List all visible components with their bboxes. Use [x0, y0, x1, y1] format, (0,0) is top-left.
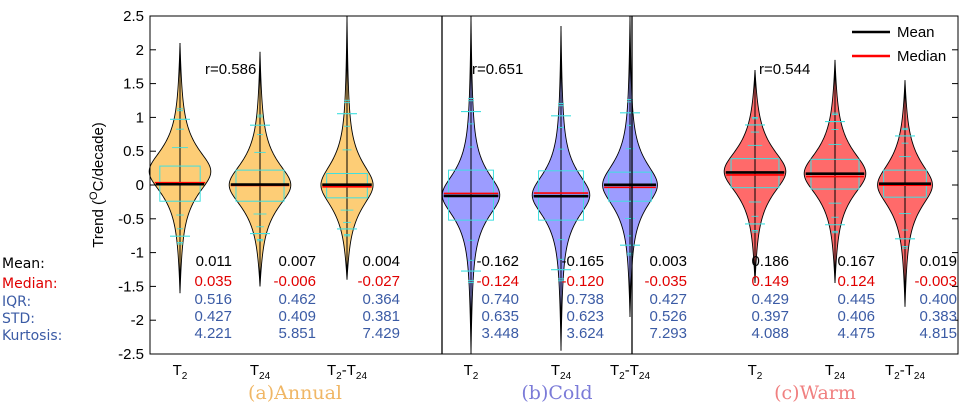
y-tick-label: -2.5	[118, 346, 144, 363]
panel-title: (b)Cold	[521, 382, 592, 404]
x-tick-label: T2	[173, 362, 188, 382]
panel-title: (a)Annual	[248, 382, 342, 404]
y-tick-label: 1	[136, 109, 144, 126]
violin-3-3	[877, 80, 933, 307]
violin-2-3	[602, 15, 658, 317]
y-tick-label: -1.5	[118, 278, 144, 295]
stat-std: 0.526	[649, 308, 687, 325]
y-axis: -2.5 -2 -1.5 -1 -0.5 0 0.5 1 1.5 2 2.5	[118, 8, 958, 363]
violin-1-3	[320, 15, 374, 280]
stat-mean: 0.007	[278, 253, 316, 270]
stat-iqr: 0.462	[278, 291, 316, 308]
stat-kurtosis: 4.221	[194, 325, 232, 342]
legend-label: Median	[897, 48, 946, 65]
stat-std: 0.406	[837, 308, 875, 325]
panel-title: (c)Warm	[774, 382, 856, 404]
stat-mean: -0.165	[561, 253, 604, 270]
violin-3-2	[803, 59, 867, 284]
x-tick-label: T2	[748, 362, 763, 382]
stats-layer: 0.0110.0350.5160.4274.2210.007-0.0060.46…	[194, 253, 957, 342]
stat-iqr: 0.445	[837, 291, 875, 308]
stat-iqr: 0.429	[751, 291, 789, 308]
stat-mean: 0.011	[196, 253, 232, 270]
stat-mean: 0.019	[919, 253, 957, 270]
stat-median: -0.124	[476, 273, 519, 290]
stat-kurtosis: 5.851	[278, 325, 316, 342]
stat-mean: 0.004	[362, 253, 400, 270]
stat-iqr: 0.516	[194, 291, 232, 308]
stat-kurtosis: 4.815	[919, 325, 957, 342]
stat-std: 0.427	[194, 308, 232, 325]
y-tick-label: 2.5	[123, 8, 144, 25]
stat-std: 0.381	[362, 308, 400, 325]
stat-median: 0.124	[837, 273, 875, 290]
stat-iqr: 0.738	[566, 291, 604, 308]
violin-1-1	[148, 43, 212, 294]
y-axis-label: Trend (OC/decade)	[88, 122, 107, 248]
stat-row-labels: Mean: Median: IQR:STD:Kurtosis:	[2, 256, 62, 344]
stat-kurtosis: 3.448	[481, 325, 519, 342]
stat-std: 0.397	[751, 308, 789, 325]
stat-mean: 0.186	[751, 253, 789, 270]
correlation-label: r=0.544	[759, 61, 810, 78]
row-label-mean: Mean:	[2, 256, 45, 272]
stat-median: -0.006	[273, 273, 316, 290]
y-tick-label: 1.5	[123, 76, 144, 93]
y-tick-label: 0	[136, 177, 144, 194]
violin-2-2	[531, 26, 591, 351]
correlation-label: r=0.651	[472, 61, 523, 78]
violin-3-1	[723, 70, 787, 284]
y-tick-label: 0.5	[123, 143, 144, 160]
x-tick-label: T2-T24	[610, 362, 650, 382]
x-tick-label: T2-T24	[327, 362, 367, 382]
x-tick-label: T24	[250, 362, 271, 382]
stat-mean: 0.003	[649, 253, 687, 270]
y-tick-label: 2	[136, 42, 144, 59]
x-tick-label: T24	[825, 362, 846, 382]
stat-std: 0.409	[278, 308, 316, 325]
stat-kurtosis: 3.624	[566, 325, 604, 342]
y-tick-label: -1	[131, 245, 144, 262]
panel-titles: (a)Annual (b)Cold (c)Warm	[248, 382, 856, 404]
stat-iqr: 0.400	[919, 291, 957, 308]
stat-kurtosis: 4.475	[837, 325, 875, 342]
stat-median: 0.149	[751, 273, 789, 290]
row-label-iqr: IQR:	[2, 294, 31, 310]
y-tick-label: -0.5	[118, 211, 144, 228]
stat-std: 0.635	[481, 308, 519, 325]
stat-mean: -0.162	[476, 253, 519, 270]
stat-median: -0.035	[644, 273, 687, 290]
stat-median: -0.003	[914, 273, 957, 290]
legend-label: Mean	[897, 24, 935, 41]
violin-1-2	[228, 51, 292, 287]
y-tick-label: -2	[131, 312, 144, 329]
stat-std: 0.623	[566, 308, 604, 325]
stat-std: 0.383	[919, 308, 957, 325]
row-label-kurtosis: Kurtosis:	[2, 328, 62, 344]
x-tick-label: T2-T24	[885, 362, 925, 382]
stat-median: -0.027	[357, 273, 400, 290]
correlation-label: r=0.586	[205, 61, 256, 78]
x-axis-labels: T2 T24 T2-T24 T2 T24 T2-T24 T2 T24 T2-T24	[173, 362, 926, 382]
x-tick-label: T24	[551, 362, 572, 382]
stat-mean: 0.167	[837, 253, 875, 270]
stat-iqr: 0.364	[362, 291, 400, 308]
row-label-std: STD:	[2, 311, 35, 327]
stat-kurtosis: 7.293	[649, 325, 687, 342]
stat-kurtosis: 4.088	[751, 325, 789, 342]
row-label-median: Median:	[2, 276, 58, 292]
stat-iqr: 0.427	[649, 291, 687, 308]
legend: Mean Median	[852, 24, 946, 65]
stat-median: 0.035	[194, 273, 232, 290]
y-axis-title: Trend (OC/decade)	[88, 122, 107, 248]
stat-median: -0.120	[561, 273, 604, 290]
stat-iqr: 0.740	[481, 291, 519, 308]
violins-layer: r=0.586 r=0.651 r=0.544	[148, 15, 933, 355]
stat-kurtosis: 7.429	[362, 325, 400, 342]
x-tick-label: T2	[464, 362, 479, 382]
